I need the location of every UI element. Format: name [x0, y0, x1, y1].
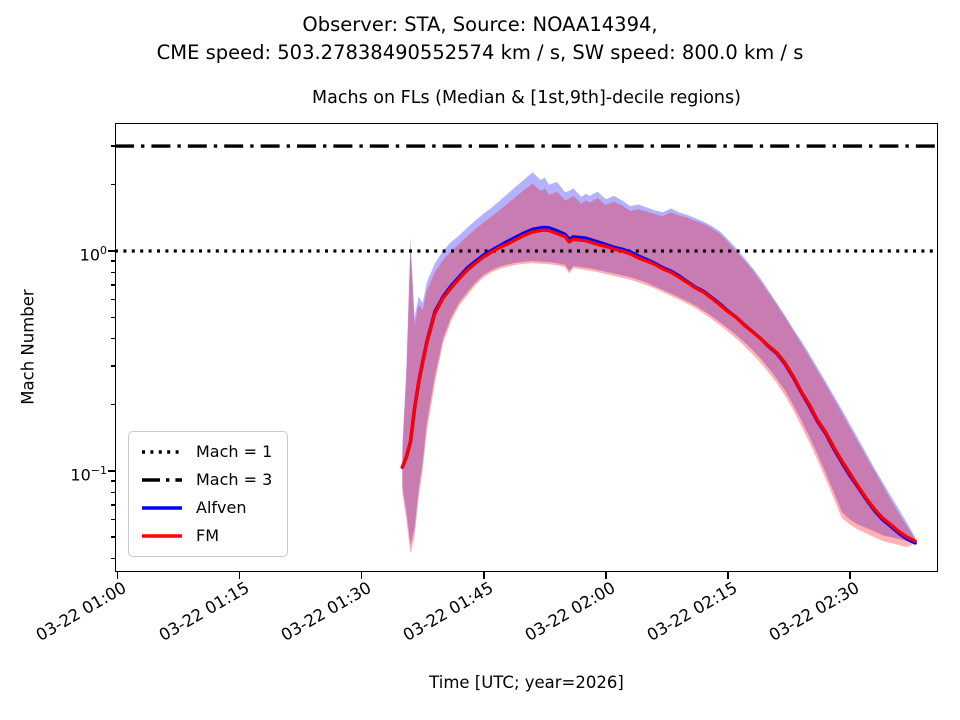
y-minor-tick [111, 337, 115, 340]
x-tick-label: 03-22 01:45 [399, 578, 497, 645]
x-tick-label: 03-22 01:30 [277, 578, 375, 645]
y-minor-tick [111, 260, 115, 262]
x-major-tick [849, 572, 851, 579]
fm-median-line [400, 228, 917, 543]
y-minor-tick [111, 299, 115, 301]
y-tick-label-1: 100 [79, 244, 107, 265]
legend-label-alfven: Alfven [196, 498, 247, 517]
legend-label-mach3: Mach = 3 [196, 470, 273, 489]
x-major-tick [605, 572, 607, 579]
x-major-tick [116, 572, 119, 579]
figure-suptitle: Observer: STA, Source: NOAA14394, CME sp… [0, 11, 960, 66]
y-minor-tick [111, 404, 115, 406]
y-axis-label: Mach Number [18, 289, 38, 405]
y-minor-tick [111, 557, 115, 560]
legend-label-mach1: Mach = 1 [196, 442, 273, 461]
axes-title: Machs on FLs (Median & [1st,9th]-decile … [312, 88, 741, 108]
y-tick-label-0p1: 10−1 [70, 464, 107, 485]
suptitle-line-1: Observer: STA, Source: NOAA14394, [302, 13, 658, 36]
y-minor-tick [111, 316, 115, 318]
suptitle-line-2: CME speed: 503.27838490552574 km / s, SW… [156, 40, 804, 64]
x-tick-label: 03-22 02:15 [643, 578, 741, 645]
y-minor-tick [111, 271, 115, 273]
y-major-tick [108, 470, 115, 472]
y-minor-tick [111, 536, 115, 538]
x-major-tick [482, 572, 485, 579]
y-minor-tick [111, 284, 115, 286]
alfven-decile-band [402, 172, 916, 546]
plot-svg [115, 144, 938, 554]
legend: Mach = 1 Mach = 3 Alfven FM [128, 431, 289, 557]
alfven-line-icon [142, 506, 182, 510]
y-minor-tick [111, 145, 115, 147]
x-major-tick [238, 572, 241, 579]
y-minor-tick [111, 491, 115, 493]
dotted-line-icon [142, 450, 182, 454]
y-minor-tick [111, 480, 115, 482]
dashdot-line-icon [142, 478, 182, 482]
y-major-tick [108, 250, 115, 252]
y-minor-tick [111, 504, 115, 506]
x-axis-label: Time [UTC; year=2026] [429, 673, 624, 692]
y-minor-tick [111, 184, 115, 186]
legend-item-fm: FM [141, 526, 272, 546]
legend-item-mach1: Mach = 1 [141, 442, 272, 462]
x-tick-label: 03-22 01:00 [33, 578, 130, 645]
fm-line-icon [142, 534, 182, 538]
legend-item-mach3: Mach = 3 [141, 470, 272, 490]
fm-decile-band [402, 183, 916, 554]
x-tick-label: 03-22 01:15 [155, 578, 253, 645]
legend-label-fm: FM [196, 526, 220, 545]
y-minor-tick [111, 519, 115, 521]
x-tick-label: 03-22 02:30 [765, 578, 863, 645]
legend-item-alfven: Alfven [141, 498, 272, 518]
y-minor-tick [111, 365, 115, 367]
x-tick-label: 03-22 02:00 [521, 578, 619, 645]
x-major-tick [727, 572, 729, 579]
x-major-tick [360, 572, 363, 579]
